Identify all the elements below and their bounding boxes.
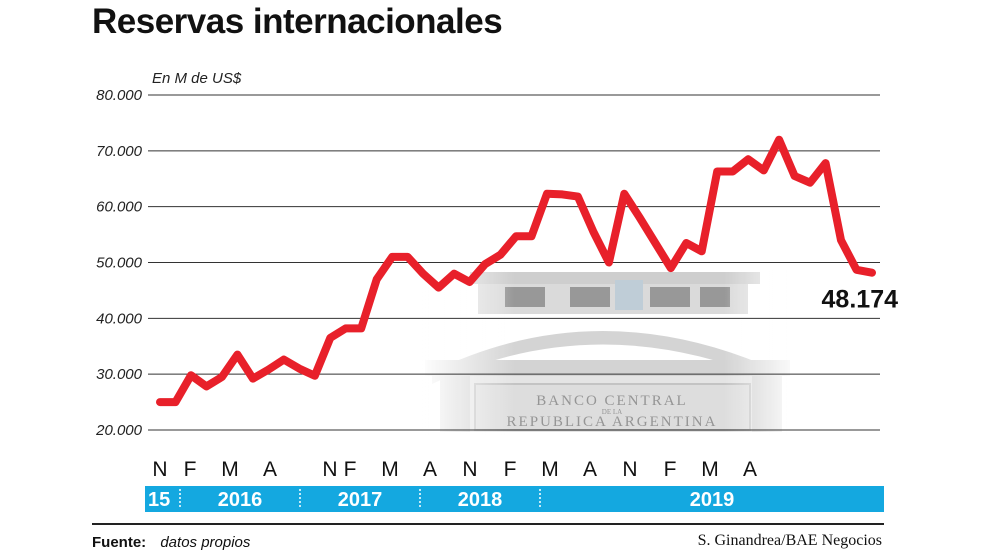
x-month-label: A [423, 458, 437, 481]
y-tick-label: 30.000 [96, 366, 143, 383]
x-month-label: M [701, 458, 719, 481]
y-tick-label: 40.000 [96, 310, 143, 327]
year-label: 2018 [458, 489, 503, 511]
x-month-label: M [381, 458, 399, 481]
footer-divider [92, 523, 884, 525]
source-text: datos propios [160, 534, 250, 551]
y-tick-label: 70.000 [96, 143, 143, 160]
last-value-label: 48.174 [822, 286, 899, 314]
x-month-label: N [152, 458, 167, 481]
y-axis-ticks: 20.000 30.000 40.000 50.000 60.000 70.000 80.0… [95, 87, 143, 439]
x-month-label: F [664, 458, 677, 481]
x-month-label: A [743, 458, 757, 481]
year-label: 2019 [690, 489, 735, 511]
x-month-label: A [263, 458, 277, 481]
year-timeline-bar: 15 2016 2017 2018 2019 [145, 486, 884, 512]
x-month-label: M [221, 458, 239, 481]
x-month-label: F [184, 458, 197, 481]
x-month-label: N [322, 458, 337, 481]
x-month-label: N [462, 458, 477, 481]
x-month-label: F [344, 458, 357, 481]
year-label: 15 [148, 489, 170, 511]
x-month-label: A [583, 458, 597, 481]
bank-facade-illustration: BANCO CENTRAL DE LA REPUBLICA ARGENTINA [420, 270, 800, 435]
x-month-label: M [541, 458, 559, 481]
y-tick-label: 80.000 [96, 87, 143, 104]
source-note: Fuente: datos propios [92, 534, 250, 551]
author-credit: S. Ginandrea/BAE Negocios [698, 532, 882, 550]
y-tick-label: 50.000 [96, 255, 143, 272]
y-tick-label: 60.000 [96, 199, 143, 216]
y-tick-label: 20.000 [95, 422, 143, 439]
year-label: 2016 [218, 489, 263, 511]
year-label: 2017 [338, 489, 383, 511]
source-label: Fuente: [92, 534, 146, 551]
x-month-label: N [622, 458, 637, 481]
x-month-label: F [504, 458, 517, 481]
